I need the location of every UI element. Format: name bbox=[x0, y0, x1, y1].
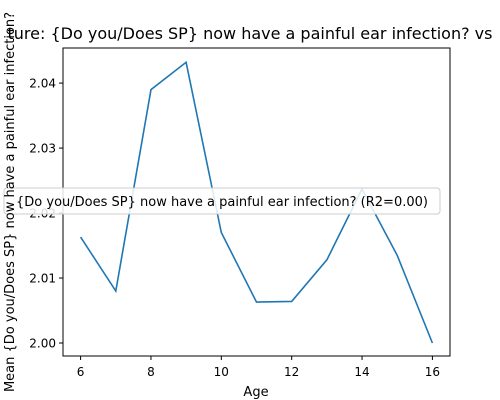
x-tick-label: 14 bbox=[354, 365, 369, 379]
x-tick-label: 8 bbox=[147, 365, 155, 379]
x-tick-label: 6 bbox=[77, 365, 85, 379]
y-tick-label: 2.04 bbox=[29, 77, 56, 91]
y-tick-label: 2.01 bbox=[29, 272, 56, 286]
chart-title: ture: {Do you/Does SP} now have a painfu… bbox=[8, 24, 493, 43]
y-tick-label: 2.03 bbox=[29, 142, 56, 156]
x-tick-label: 12 bbox=[284, 365, 299, 379]
y-axis-label: Mean {Do you/Does SP} now have a painful… bbox=[3, 12, 18, 392]
x-axis-label: Age bbox=[243, 385, 268, 400]
y-tick-label: 2.00 bbox=[29, 337, 56, 351]
legend-text: {Do you/Does SP} now have a painful ear … bbox=[16, 195, 428, 210]
x-axis-ticks: 6 8 10 12 14 16 bbox=[77, 356, 440, 379]
x-tick-label: 16 bbox=[425, 365, 440, 379]
x-tick-label: 10 bbox=[214, 365, 229, 379]
legend: {Do you/Does SP} now have a painful ear … bbox=[4, 188, 440, 214]
